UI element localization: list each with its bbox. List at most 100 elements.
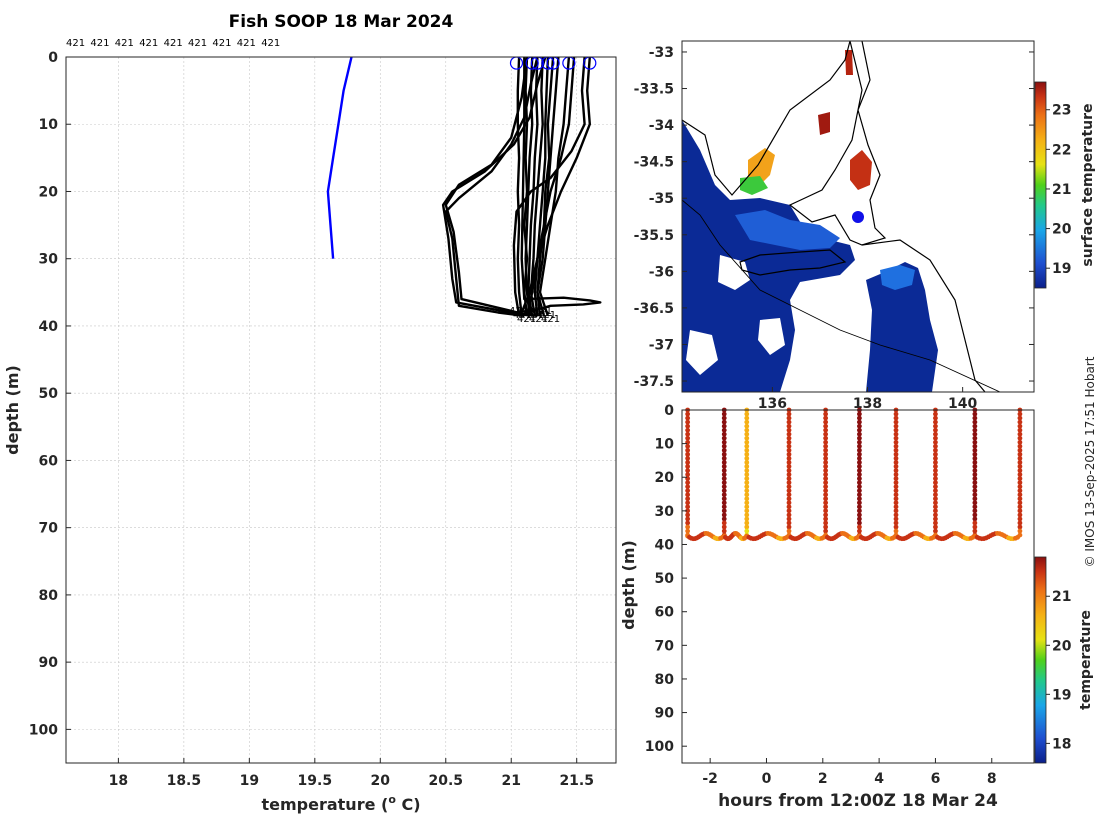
section-point — [823, 528, 829, 534]
section-point — [893, 472, 899, 477]
section-point — [685, 460, 691, 465]
map-y-tick-label: -34.5 — [634, 155, 674, 171]
section-point — [857, 439, 862, 445]
sst-cold-region — [682, 120, 855, 392]
map-y-ticks: -33 -33.5 -34 -34.5 -35 -35.5 -36 -36.5 -37 -37.5 — [634, 45, 1034, 390]
section-point — [744, 488, 750, 494]
section-point — [893, 456, 899, 461]
section-x-tick-label: 8 — [987, 771, 997, 787]
section-point — [972, 435, 978, 441]
section-point — [857, 423, 862, 429]
surface-marker — [509, 56, 524, 70]
section-point — [933, 419, 938, 425]
section-point — [823, 520, 829, 526]
section-point — [786, 456, 792, 461]
section-point — [1017, 476, 1023, 481]
section-point — [823, 431, 829, 437]
section-point — [744, 472, 750, 477]
section-point — [1017, 415, 1023, 421]
section-point — [721, 435, 727, 441]
section-point — [972, 439, 978, 445]
section-point — [857, 464, 862, 469]
sst-hot-gulf — [850, 150, 872, 190]
top-labels: 421 421 421 421 421 421 421 421 421 — [66, 38, 280, 49]
section-point — [972, 423, 978, 429]
section-point — [744, 508, 750, 514]
section-x-tick-label: -2 — [702, 771, 718, 787]
section-point — [893, 528, 899, 534]
section-point — [1017, 520, 1023, 526]
sst-map-panel: -33 -33.5 -34 -34.5 -35 -35.5 -36 -36.5 -37 -37.5… — [634, 40, 1096, 412]
section-point — [823, 524, 829, 530]
shelf-contour — [682, 199, 1001, 392]
profile-end-label: 421 — [525, 310, 544, 321]
section-point — [893, 516, 899, 522]
section-point — [721, 496, 727, 502]
section-point — [786, 484, 792, 490]
section-point — [823, 488, 829, 494]
section-point — [786, 496, 792, 502]
section-y-tick-label: 20 — [655, 470, 675, 486]
temperature-colorbar-tick-label: 20 — [1052, 638, 1072, 654]
section-point — [1017, 411, 1023, 417]
temperature-colorbar — [1034, 556, 1047, 764]
section-point — [933, 508, 938, 514]
section-point — [857, 435, 862, 441]
profile-line-soop-6 — [533, 56, 550, 317]
section-point — [721, 484, 727, 490]
section-y-tick-label: 50 — [655, 571, 675, 587]
section-point — [685, 411, 691, 417]
section-y-tick-label: 0 — [664, 403, 674, 419]
section-y-axis-label: depth (m) — [619, 540, 638, 630]
section-point — [857, 451, 862, 457]
section-point — [933, 427, 938, 433]
y-tick-label: 100 — [29, 722, 58, 738]
x-tick-label: 19.5 — [298, 773, 333, 789]
section-point — [823, 443, 829, 449]
imos-credit: © IMOS 13-Sep-2025 17:51 Hobart — [1083, 356, 1097, 567]
section-point — [857, 492, 862, 498]
section-point — [744, 512, 750, 518]
profile-end-label: 421 — [529, 314, 548, 325]
section-point — [893, 431, 899, 437]
section-point — [1017, 472, 1023, 477]
section-point — [823, 496, 829, 502]
section-point — [893, 484, 899, 490]
temperature-colorbar-tick-label: 19 — [1052, 687, 1071, 703]
section-point — [972, 480, 978, 486]
section-point — [744, 411, 750, 417]
section-point — [685, 504, 691, 510]
section-point — [744, 431, 750, 437]
section-point — [823, 504, 829, 510]
section-point — [933, 456, 938, 461]
section-point — [685, 435, 691, 441]
section-point — [1017, 528, 1023, 534]
x-tick-label: 18.5 — [167, 773, 202, 789]
section-point — [972, 520, 978, 526]
sst-green-patch — [740, 176, 768, 195]
section-point — [823, 468, 829, 473]
section-point — [786, 460, 792, 465]
x-axis-label: temperature (o C) — [261, 793, 420, 814]
section-point — [857, 443, 862, 449]
section-point — [893, 419, 899, 425]
section-point — [893, 443, 899, 449]
section-point — [893, 411, 899, 417]
sst-colorbar-tick-label: 19 — [1052, 261, 1071, 277]
section-point — [786, 480, 792, 486]
section-point — [786, 431, 792, 437]
section-point — [933, 480, 938, 486]
section-point — [786, 419, 792, 425]
section-point — [786, 451, 792, 457]
section-point — [933, 439, 938, 445]
profile-line-soop-14 — [441, 56, 547, 318]
section-point — [823, 447, 829, 453]
section-point — [744, 460, 750, 465]
section-point — [972, 512, 978, 518]
map-y-tick-label: -37 — [649, 337, 674, 353]
section-point — [893, 451, 899, 457]
top-label: 421 — [90, 38, 109, 49]
x-tick-label: 20.5 — [428, 773, 463, 789]
section-x-tick-label: 2 — [818, 771, 828, 787]
section-point — [721, 439, 727, 445]
